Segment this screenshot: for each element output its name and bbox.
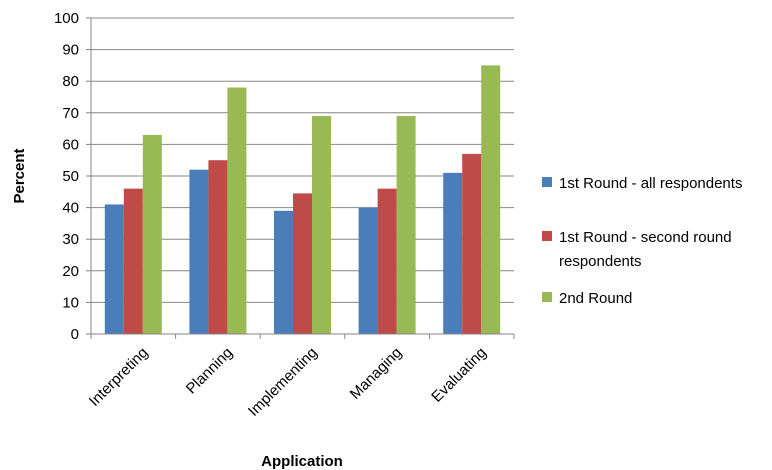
y-axis-title: Percent [11, 148, 28, 203]
bar [481, 65, 501, 335]
x-tick-labels: Interpreting Planning Implementing Managing… [86, 344, 490, 420]
x-tick-label: Evaluating [428, 344, 490, 406]
bars-group [104, 65, 501, 335]
bar [227, 87, 247, 335]
bar [208, 160, 228, 334]
bar [358, 207, 378, 334]
legend-label: 1st Round - all respondents [559, 175, 742, 192]
bar [189, 169, 209, 334]
y-tick-label: 70 [62, 105, 79, 122]
legend-swatch [542, 292, 552, 302]
bar [443, 172, 463, 334]
bar [396, 115, 416, 335]
legend: 1st Round - all respondents 1st Round - s… [542, 175, 742, 307]
x-tick-label: Implementing [245, 344, 321, 420]
x-tick-label: Interpreting [86, 344, 152, 410]
bar [274, 210, 293, 334]
bar [462, 153, 482, 334]
y-tick-label: 60 [62, 136, 79, 153]
y-tick-label: 80 [62, 73, 79, 90]
x-tick-label: Planning [183, 344, 236, 397]
y-tick-label: 40 [62, 200, 79, 217]
legend-label: 2nd Round [559, 290, 632, 307]
bar [104, 204, 124, 334]
x-tick-label: Managing [347, 344, 406, 403]
legend-label: respondents [559, 253, 642, 270]
y-tick-label: 30 [62, 231, 79, 248]
x-axis-title: Application [261, 453, 343, 470]
bar [377, 188, 397, 334]
legend-swatch [542, 177, 552, 187]
legend-swatch [542, 231, 552, 241]
bar [293, 193, 312, 334]
y-tick-labels: 0 10 20 30 40 50 60 70 80 90 100 [54, 10, 79, 343]
y-tick-label: 0 [71, 326, 79, 343]
bar [312, 115, 331, 335]
y-tick-label: 90 [62, 42, 79, 59]
y-tick-label: 100 [54, 10, 79, 27]
bar [142, 134, 162, 334]
y-tick-label: 20 [62, 263, 79, 280]
y-tick-label: 50 [62, 168, 79, 185]
legend-label: 1st Round - second round [559, 229, 732, 246]
y-tick-label: 10 [62, 294, 79, 311]
bar [123, 188, 143, 334]
